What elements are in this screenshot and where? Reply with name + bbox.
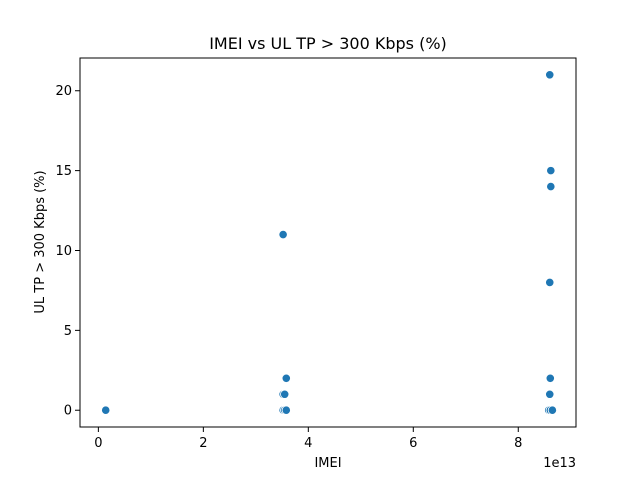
x-tick-label: 0 xyxy=(94,436,102,451)
x-axis: 0 2 4 6 8 xyxy=(94,427,522,451)
scatter-point xyxy=(545,373,555,383)
scatter-point xyxy=(281,405,291,415)
scatter-point xyxy=(280,389,290,399)
scatter-points xyxy=(101,70,557,415)
scatter-point xyxy=(281,373,291,383)
scatter-point xyxy=(278,229,288,240)
scatter-point xyxy=(546,181,556,192)
chart-title: IMEI vs UL TP > 300 Kbps (%) xyxy=(209,34,447,53)
x-tick-label: 2 xyxy=(199,436,207,451)
plot-area xyxy=(80,58,576,427)
x-tick-label: 8 xyxy=(514,436,522,451)
scatter-point xyxy=(545,70,555,80)
scatter-point xyxy=(547,405,557,415)
y-tick-label: 10 xyxy=(55,244,72,259)
y-tick-label: 15 xyxy=(55,164,72,179)
y-tick-label: 5 xyxy=(64,324,72,339)
x-axis-offset-label: 1e13 xyxy=(543,456,576,471)
scatter-point xyxy=(101,405,111,415)
x-axis-label: IMEI xyxy=(314,456,341,471)
plot-frame xyxy=(79,57,577,428)
y-tick-label: 20 xyxy=(55,84,72,99)
scatter-point xyxy=(545,389,555,399)
x-tick-label: 6 xyxy=(409,436,417,451)
scatter-point xyxy=(546,166,556,176)
y-axis-label: UL TP > 300 Kbps (%) xyxy=(33,170,48,313)
y-tick-label: 0 xyxy=(64,404,72,419)
y-axis: 0 5 10 15 20 xyxy=(55,84,80,419)
scatter-point xyxy=(545,277,555,288)
x-tick-label: 4 xyxy=(304,436,312,451)
